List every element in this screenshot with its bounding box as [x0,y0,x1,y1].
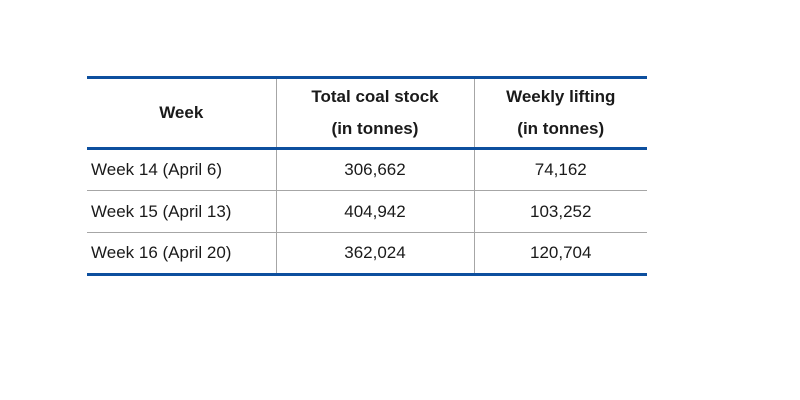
table-row: Week 15 (April 13) 404,942 103,252 [87,190,647,233]
cell-week: Week 14 (April 6) [91,160,223,179]
cell-stock: 404,942 [275,190,474,233]
cell-week: Week 15 (April 13) [87,190,276,233]
header-row: Week Total coal stock (in tonnes) Weekly… [87,77,647,150]
header-total-coal-stock: Total coal stock (in tonnes) [275,77,474,150]
header-weekly-lifting: Weekly lifting (in tonnes) [473,77,647,150]
header-weekly-lifting-line2: (in tonnes) [517,119,605,138]
cell-stock: 362,024 [275,232,474,275]
table-row: Week 14 (April 6) 306,662 74,162 [87,148,647,191]
cell-stock: 306,662 [275,148,474,191]
coal-stock-table: Week Total coal stock (in tonnes) Weekly… [87,76,647,276]
table-row: Week 16 (April 20) 362,024 120,704 [87,232,647,275]
table-body: Week 14 (April 6) 306,662 74,162 Week 15… [87,148,647,275]
header-total-coal-stock-line1: Total coal stock [311,87,439,106]
table-header: Week Total coal stock (in tonnes) Weekly… [87,77,647,150]
cell-lifting: 103,252 [473,190,647,233]
cell-lifting: 120,704 [473,232,647,275]
header-week-label: Week [159,103,204,122]
header-total-coal-stock-line2: (in tonnes) [331,119,419,138]
cell-lifting: 74,162 [473,148,647,191]
header-weekly-lifting-line1: Weekly lifting [506,87,616,106]
header-week: Week [87,77,276,150]
cell-week: Week 16 (April 20) [87,232,276,275]
